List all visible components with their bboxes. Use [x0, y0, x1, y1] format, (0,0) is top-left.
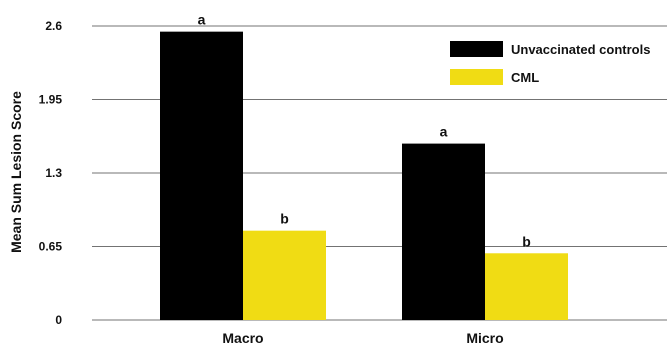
bars: [160, 31, 568, 321]
y-axis-ticks: 0 0.65 1.3 1.95 2.6: [39, 19, 63, 327]
bar-unvaccinated-controls-micro: [402, 143, 485, 320]
data-labels: a b a b: [198, 12, 531, 250]
data-label: a: [440, 124, 448, 140]
bar-unvaccinated-controls-macro: [160, 31, 243, 321]
y-tick-label: 0: [55, 313, 62, 327]
data-label: a: [198, 12, 206, 28]
legend: Unvaccinated controls CML: [450, 41, 650, 85]
x-category-label: Macro: [222, 330, 263, 346]
y-tick-label: 1.3: [45, 166, 62, 180]
data-label: b: [522, 233, 531, 249]
legend-swatch: [450, 69, 503, 85]
legend-label: Unvaccinated controls: [511, 42, 650, 57]
legend-label: CML: [511, 70, 539, 85]
data-label: b: [280, 211, 289, 227]
y-tick-label: 2.6: [45, 19, 62, 33]
x-category-label: Micro: [466, 330, 503, 346]
bar-cml-macro: [243, 230, 326, 320]
x-axis-categories: Macro Micro: [222, 330, 503, 346]
bar-cml-micro: [485, 253, 568, 320]
legend-swatch: [450, 41, 503, 57]
y-tick-label: 1.95: [39, 93, 63, 107]
y-tick-label: 0.65: [39, 240, 63, 254]
y-axis-label: Mean Sum Lesion Score: [8, 91, 24, 253]
